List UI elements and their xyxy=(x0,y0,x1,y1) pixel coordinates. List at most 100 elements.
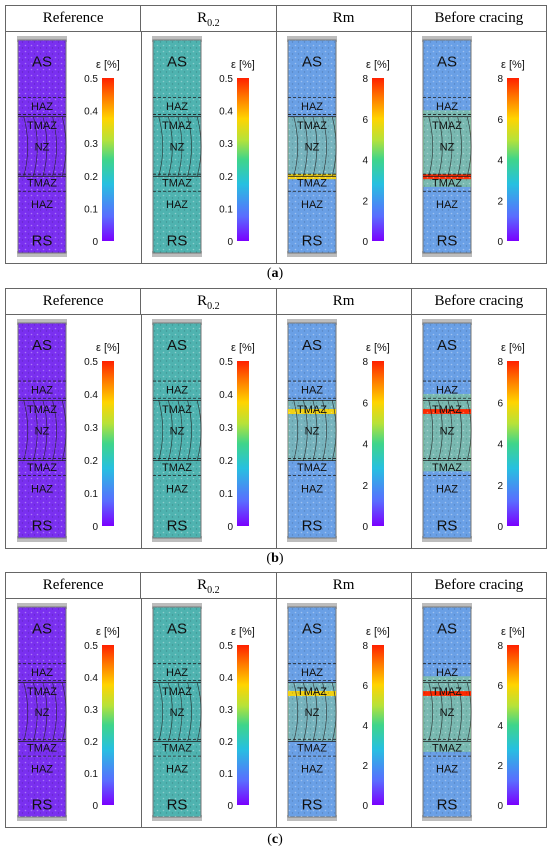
colorbar-gradient xyxy=(507,361,519,526)
clamp-top xyxy=(152,36,202,42)
onion-ring-arc xyxy=(331,116,337,177)
zone-label-rs: RS xyxy=(302,517,323,534)
colorbar-tick-label: 0 xyxy=(92,522,98,533)
colorbar-tick-label: 0.1 xyxy=(84,489,98,500)
colorbar-title: ε [%] xyxy=(231,342,255,354)
speckle-overlay xyxy=(18,40,66,253)
zone-label-tmaz: TMAZ xyxy=(162,743,192,755)
colorbar-tick-label: 2 xyxy=(362,196,368,207)
onion-ring-arc xyxy=(33,400,38,461)
onion-ring-arc xyxy=(33,682,38,742)
onion-ring-arc xyxy=(428,116,434,177)
clamp-bottom xyxy=(152,815,202,821)
zone-label-haz: HAZ xyxy=(301,483,323,495)
colorbar-tick-label: 0.4 xyxy=(219,107,233,118)
colorbar-title: ε [%] xyxy=(231,626,255,638)
colorbar-gradient xyxy=(102,361,114,526)
colorbar-tick-label: 4 xyxy=(497,440,503,451)
colorbar-tick-label: 0.2 xyxy=(219,737,233,748)
header-before-cracing: Before cracing xyxy=(434,293,524,309)
panel-a-graphics: AS HAZ TMAZ NZ TMAZ HAZ RS ε [%] 0.5 0.4 0.3 0.2 0.1… xyxy=(17,36,525,257)
header-before-cracing: Before cracing xyxy=(434,10,524,26)
panel-c: Reference R0.2 Rm Before cracing AS HAZ TM… xyxy=(5,572,547,828)
zone-label-rs: RS xyxy=(32,232,53,249)
onion-ring-arc xyxy=(177,682,183,742)
clamp-bottom xyxy=(422,251,472,257)
clamp-bottom xyxy=(287,815,337,821)
colorbar-tick-label: 0.4 xyxy=(84,673,98,684)
zone-label-tmaz: TMAZ xyxy=(162,404,192,416)
colorbar-tick-label: 0.5 xyxy=(219,641,233,652)
zone-label-haz: HAZ xyxy=(31,385,53,397)
colorbar-gradient xyxy=(102,645,114,805)
colorbar-tick-label: 0.2 xyxy=(219,456,233,467)
colorbar-tick-label: 0.3 xyxy=(219,423,233,434)
zone-label-tmaz: TMAZ xyxy=(297,178,327,190)
panel-label-a: (a) xyxy=(266,266,284,281)
panel-label-c: (c) xyxy=(267,832,283,847)
zone-label-nz: NZ xyxy=(305,707,320,719)
panel-label-b: (b) xyxy=(266,551,284,566)
zone-label-as: AS xyxy=(32,337,52,354)
colorbar-gradient xyxy=(237,78,249,241)
onion-ring-arc xyxy=(322,400,327,461)
colorbar-tick-label: 0.3 xyxy=(219,139,233,150)
colorbar-gradient xyxy=(237,361,249,526)
onion-ring-arc xyxy=(177,400,183,461)
colorbar-3: ε [%] 8 6 4 2 0 xyxy=(497,59,524,248)
colorbar-0: ε [%] 0.5 0.4 0.3 0.2 0.1 0 xyxy=(84,342,120,533)
onion-ring-arc xyxy=(293,682,299,742)
colorbar-gradient xyxy=(102,78,114,241)
specimen-2: AS HAZ TMAZ NZ TMAZ HAZ RS xyxy=(287,36,337,257)
colorbar-tick-label: 0.3 xyxy=(84,423,98,434)
onion-ring-arc xyxy=(293,116,299,177)
zone-label-tmaz: TMAZ xyxy=(27,686,57,698)
zone-label-tmaz: TMAZ xyxy=(297,743,327,755)
zone-label-haz: HAZ xyxy=(166,764,188,776)
colorbar-tick-label: 2 xyxy=(497,481,503,492)
onion-ring-arc xyxy=(312,682,318,742)
colorbar-title: ε [%] xyxy=(366,626,390,638)
colorbar-gradient xyxy=(237,645,249,805)
zone-label-tmaz: TMAZ xyxy=(27,120,57,132)
onion-ring-arc xyxy=(23,682,29,742)
zone-label-haz: HAZ xyxy=(301,764,323,776)
colorbar-3: ε [%] 8 6 4 2 0 xyxy=(497,626,524,812)
colorbar-title: ε [%] xyxy=(96,59,120,71)
zone-label-tmaz: TMAZ xyxy=(297,686,327,698)
zone-label-tmaz: TMAZ xyxy=(162,178,192,190)
zone-label-tmaz: TMAZ xyxy=(27,404,57,416)
zone-label-nz: NZ xyxy=(440,707,455,719)
colorbar-tick-label: 0 xyxy=(497,237,503,248)
colorbar-tick-label: 2 xyxy=(362,481,368,492)
colorbar-tick-label: 6 xyxy=(362,398,368,409)
clamp-top xyxy=(287,603,337,609)
colorbar-tick-label: 0 xyxy=(497,522,503,533)
clamp-bottom xyxy=(152,536,202,542)
zone-label-haz: HAZ xyxy=(436,101,458,113)
zone-label-haz: HAZ xyxy=(166,199,188,211)
colorbar-tick-label: 6 xyxy=(497,115,503,126)
zone-label-rs: RS xyxy=(437,797,458,814)
onion-ring-arc xyxy=(303,116,308,177)
clamp-top xyxy=(152,603,202,609)
colorbar-tick-label: 0.2 xyxy=(219,172,233,183)
colorbar-title: ε [%] xyxy=(501,59,525,71)
clamp-top xyxy=(152,319,202,325)
colorbar-title: ε [%] xyxy=(366,342,390,354)
speckle-overlay xyxy=(18,607,66,817)
onion-ring-arc xyxy=(438,400,443,461)
zone-label-tmaz: TMAZ xyxy=(162,686,192,698)
colorbar-tick-label: 0 xyxy=(497,801,503,812)
colorbar-tick-label: 0.5 xyxy=(219,357,233,368)
zone-label-haz: HAZ xyxy=(436,199,458,211)
onion-ring-arc xyxy=(61,116,67,177)
onion-ring-arc xyxy=(42,400,48,461)
colorbar-tick-label: 2 xyxy=(362,761,368,772)
colorbar-tick-label: 0 xyxy=(92,237,98,248)
colorbar-tick-label: 0.4 xyxy=(84,107,98,118)
clamp-bottom xyxy=(17,536,67,542)
colorbar-tick-label: 0.5 xyxy=(219,74,233,85)
panel-c-graphics: AS HAZ TMAZ NZ TMAZ HAZ RS ε [%] 0.5 0.4 0.3 0.2 0.1… xyxy=(17,603,525,821)
onion-ring-arc xyxy=(466,400,472,461)
